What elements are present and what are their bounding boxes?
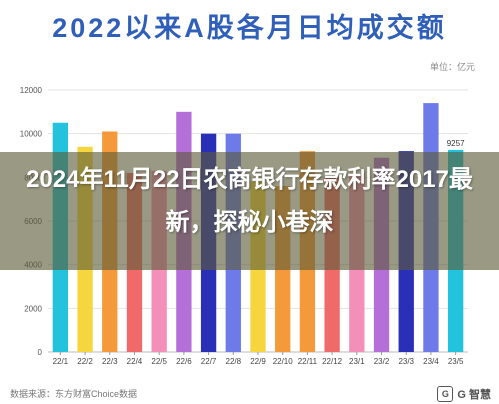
watermark: G G 智慧 — [437, 386, 491, 402]
x-tick-label: 22/9 — [250, 357, 266, 366]
x-tick-label: 22/12 — [322, 357, 343, 366]
unit-label: 单位：亿元 — [429, 62, 475, 72]
y-tick-label: 2000 — [24, 304, 42, 313]
y-tick-label: 12000 — [20, 86, 43, 95]
data-label: 9257 — [447, 139, 465, 148]
watermark-text: G 智慧 — [457, 389, 491, 401]
watermark-logo-icon: G — [437, 386, 454, 402]
chart-title: 2022以来A股各月日均成交额 — [52, 13, 447, 43]
x-tick-label: 23/2 — [374, 357, 390, 366]
x-tick-label: 23/4 — [423, 357, 439, 366]
x-tick-label: 22/7 — [201, 357, 217, 366]
x-tick-label: 23/3 — [398, 357, 414, 366]
x-tick-label: 22/8 — [226, 357, 242, 366]
x-tick-label: 22/5 — [151, 357, 167, 366]
headline-text: 2024年11月22日农商银行存款利率2017最新，探秘小巷深 — [26, 166, 473, 236]
x-tick-label: 22/11 — [298, 357, 318, 366]
x-tick-label: 23/5 — [448, 357, 464, 366]
y-tick-label: 10000 — [20, 130, 43, 139]
x-tick-label: 22/2 — [77, 357, 93, 366]
x-tick-label: 23/1 — [349, 357, 365, 366]
x-tick-label: 22/3 — [102, 357, 118, 366]
x-tick-label: 22/4 — [127, 357, 143, 366]
x-tick-label: 22/1 — [53, 357, 69, 366]
headline-overlay — [0, 152, 499, 270]
source-note: 数据来源：东方财富Choice数据 — [10, 389, 138, 399]
x-tick-label: 22/6 — [176, 357, 192, 366]
x-tick-label: 22/10 — [273, 357, 294, 366]
y-tick-label: 0 — [38, 348, 43, 357]
